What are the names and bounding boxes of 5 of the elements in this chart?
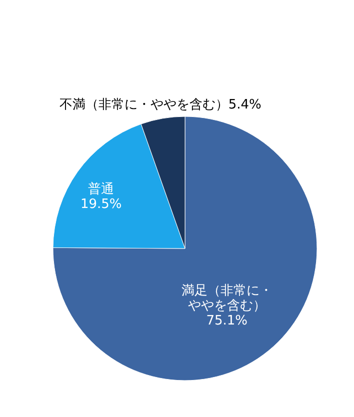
data-label: 75.1%: [206, 314, 248, 329]
slice-label: 不満（非常に・ややを含む）5.4%: [59, 98, 262, 113]
data-label: 19.5%: [80, 196, 122, 212]
slice-label: 満足（非常に・ややを含む）: [181, 284, 272, 314]
slice-label: 普通: [88, 180, 114, 197]
